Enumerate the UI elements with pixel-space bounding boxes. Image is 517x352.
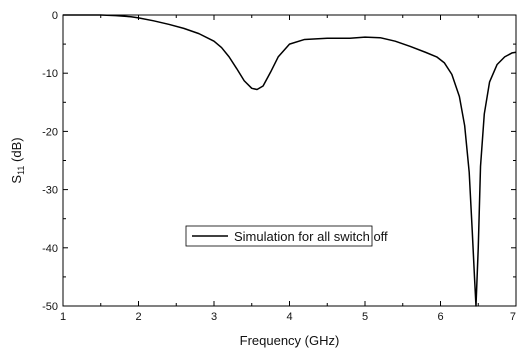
y-tick-label: -20 <box>42 126 58 138</box>
plot-frame <box>62 14 517 307</box>
y-axis-title-subscript: 11 <box>16 166 26 175</box>
y-tick-labels: 0 -10 -20 -30 -40 -50 <box>42 10 58 313</box>
y-tick-label: -40 <box>42 243 58 255</box>
x-axis-title: Frequency (GHz) <box>240 333 340 348</box>
x-tick-label: 3 <box>211 311 217 323</box>
x-tick-labels: 1 2 3 4 5 6 7 <box>60 311 516 323</box>
x-tick-label: 4 <box>286 311 292 323</box>
x-tick-label: 7 <box>510 311 516 323</box>
x-tick-label: 6 <box>437 311 443 323</box>
y-tick-label: -50 <box>42 301 58 313</box>
series-line-simulation <box>63 14 517 307</box>
legend-box <box>185 225 373 247</box>
y-axis-title: S11 (dB) <box>9 137 26 183</box>
y-axis-title-unit: (dB) <box>9 137 24 165</box>
y-axis-title-main: S <box>9 175 24 184</box>
x-tick-label: 2 <box>135 311 141 323</box>
y-tick-label: -10 <box>42 68 58 80</box>
y-tick-label: 0 <box>52 10 58 22</box>
y-tick-label: -30 <box>42 185 58 197</box>
legend-label: Simulation for all switch off <box>234 229 388 244</box>
x-tick-label: 5 <box>362 311 368 323</box>
x-tick-label: 1 <box>60 311 66 323</box>
legend: Simulation for all switch off <box>185 225 388 247</box>
axis-ticks <box>62 14 517 307</box>
